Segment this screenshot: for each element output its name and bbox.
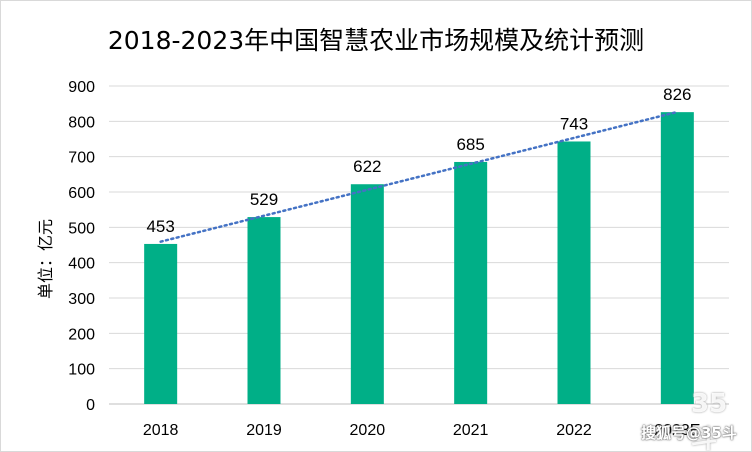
y-tick-label: 600 (68, 185, 95, 202)
y-tick-label: 100 (68, 362, 95, 379)
chart-title: 2018-2023年中国智慧农业市场规模及统计预测 (107, 26, 645, 55)
x-tick-label: 2021 (453, 422, 489, 439)
watermark-logo: 35斗 (691, 389, 728, 452)
x-tick-label: 2019 (246, 422, 282, 439)
y-tick-label: 500 (68, 220, 95, 237)
trendline (159, 110, 679, 243)
y-tick-label: 400 (68, 256, 95, 273)
bar (557, 141, 591, 404)
data-label: 529 (250, 190, 278, 209)
data-label: 622 (353, 157, 381, 176)
y-tick-label: 0 (86, 397, 95, 414)
x-tick-label: 2018 (143, 422, 179, 439)
bar (454, 161, 488, 404)
x-tick-label: 2022 (556, 422, 592, 439)
bar (350, 184, 384, 404)
y-tick-label: 200 (68, 326, 95, 343)
y-tick-label: 300 (68, 291, 95, 308)
watermark-text: 搜狐号@35斗 (641, 424, 737, 442)
data-label: 685 (456, 135, 484, 154)
data-label: 453 (146, 217, 174, 236)
bar (247, 217, 281, 404)
y-tick-label: 900 (68, 79, 95, 96)
y-tick-label: 800 (68, 114, 95, 131)
bar (660, 112, 694, 404)
data-label: 826 (663, 85, 691, 104)
y-tick-label: 700 (68, 150, 95, 167)
x-tick-label: 2020 (350, 422, 386, 439)
bar (144, 243, 178, 404)
x-tick-label: 2023E (654, 422, 700, 439)
data-label: 743 (560, 114, 588, 133)
